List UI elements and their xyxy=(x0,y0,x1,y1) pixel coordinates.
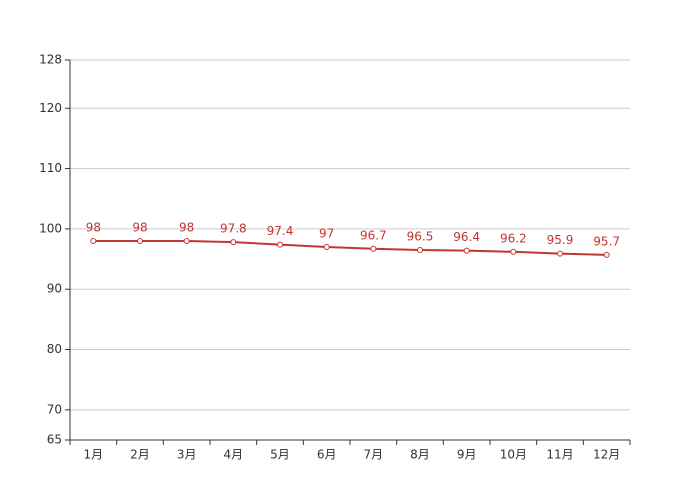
point xyxy=(510,248,517,255)
point xyxy=(557,250,563,257)
data-label: 95.7 xyxy=(593,234,620,248)
point xyxy=(463,247,470,254)
data-label: 96.2 xyxy=(500,231,527,245)
y-tick-label: 128 xyxy=(39,53,62,67)
point xyxy=(370,245,377,252)
y-tick-label: 80 xyxy=(47,342,62,356)
x-tick-label: 2月 xyxy=(130,448,150,462)
y-tick-label: 120 xyxy=(39,101,62,115)
y-tick-label: 70 xyxy=(47,402,62,416)
x-tick-label: 8月 xyxy=(410,448,430,462)
data-label: 96.4 xyxy=(453,230,480,244)
x-tick-label: 3月 xyxy=(177,448,197,462)
x-tick-label: 4月 xyxy=(224,448,244,462)
point xyxy=(137,237,143,244)
x-tick-label: 10月 xyxy=(500,448,527,462)
data-label: 98 xyxy=(86,220,101,234)
y-tick-label: 110 xyxy=(39,161,62,175)
data-label: 97.4 xyxy=(267,224,294,238)
data-label: 96.5 xyxy=(407,230,434,244)
line xyxy=(93,239,607,256)
data-label: 98 xyxy=(132,220,147,234)
x-tick-label: 9月 xyxy=(457,448,477,462)
data-label: 95.9 xyxy=(547,233,574,247)
y-tick-label: 90 xyxy=(47,282,62,296)
point xyxy=(323,243,330,250)
point xyxy=(417,247,423,253)
x-tick-label: 7月 xyxy=(364,448,384,462)
y-tick-label: 65 xyxy=(47,433,62,447)
point xyxy=(183,237,190,244)
x-tick-label: 5月 xyxy=(270,448,290,462)
x-tick-label: 11月 xyxy=(546,448,573,462)
data-label: 97 xyxy=(319,226,334,240)
point xyxy=(230,239,237,246)
data-label: 97.8 xyxy=(220,222,247,236)
x-tick-label: 6月 xyxy=(317,448,337,462)
point xyxy=(603,251,610,258)
x-tick-label: 12月 xyxy=(593,448,620,462)
data-label: 96.7 xyxy=(360,228,387,242)
y-tick-label: 100 xyxy=(39,221,62,235)
point xyxy=(90,237,97,244)
data-label: 98 xyxy=(179,220,194,234)
x-tick-label: 1月 xyxy=(84,448,104,462)
point xyxy=(277,241,283,248)
